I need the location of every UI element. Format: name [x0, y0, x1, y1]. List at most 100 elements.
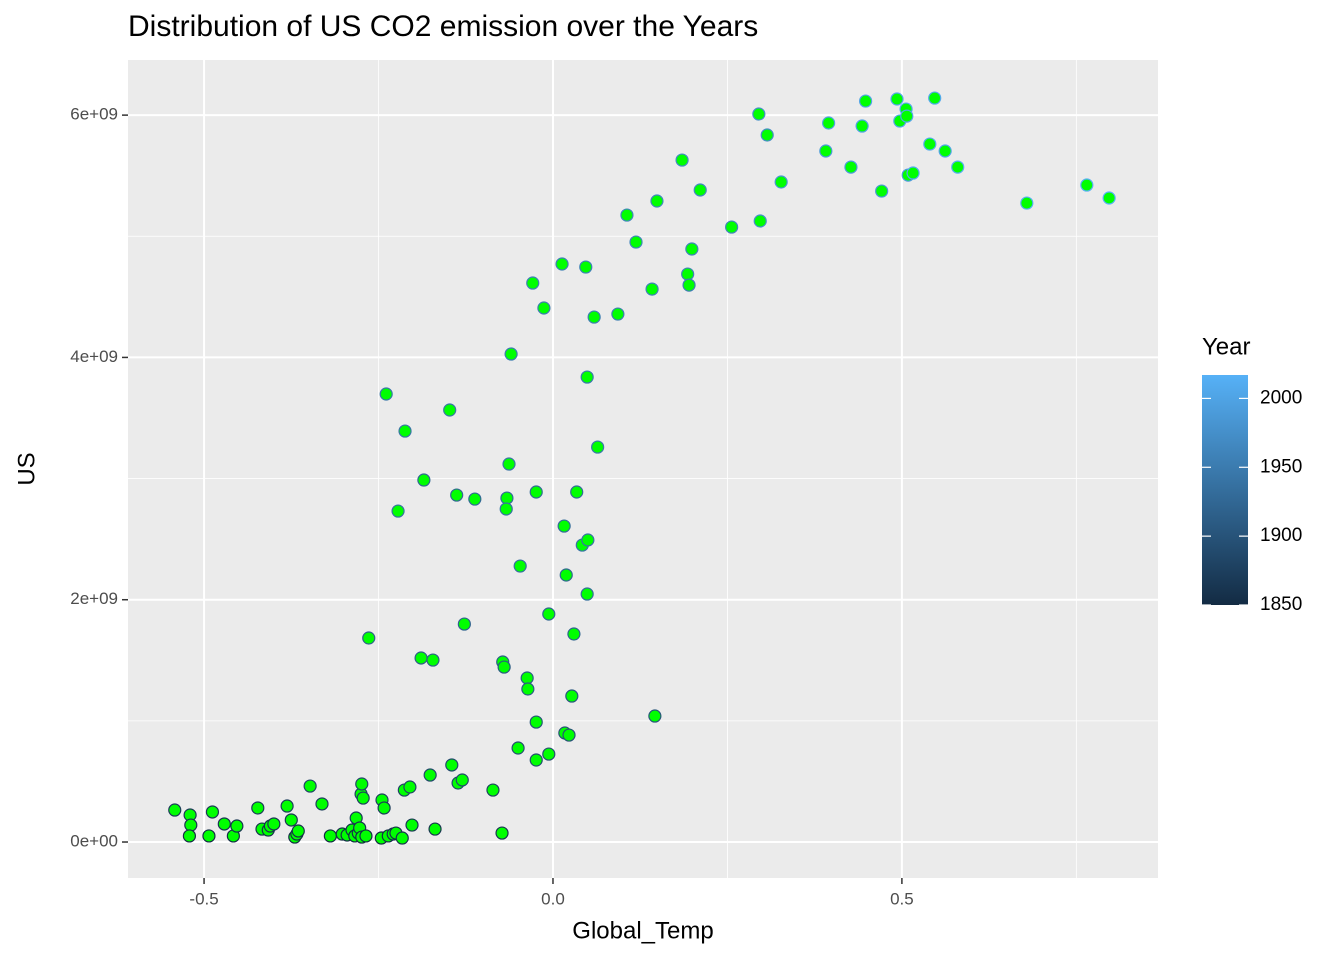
point [650, 194, 664, 208]
point [900, 109, 914, 123]
point [559, 568, 573, 582]
point [542, 747, 556, 761]
point [315, 797, 329, 811]
point [529, 715, 543, 729]
point [398, 424, 412, 438]
point [890, 92, 904, 106]
point [403, 780, 417, 794]
point [587, 310, 601, 324]
point [855, 119, 869, 133]
point [205, 805, 220, 819]
point [580, 587, 594, 601]
point [1102, 191, 1116, 205]
point [423, 768, 437, 782]
point [267, 817, 281, 831]
point [520, 671, 534, 685]
point [859, 94, 873, 108]
point [526, 276, 540, 290]
point [495, 826, 509, 840]
chart-title: Distribution of US CO2 emission over the… [128, 10, 758, 43]
point [906, 166, 920, 180]
point [685, 242, 699, 256]
point [565, 689, 579, 703]
point [580, 370, 594, 384]
point [303, 779, 317, 793]
y-tick-label: 0e+00 [70, 832, 118, 851]
y-tick-label: 4e+09 [70, 347, 118, 366]
point [725, 220, 739, 234]
point [504, 347, 518, 361]
point [1080, 178, 1094, 192]
point [529, 753, 543, 767]
point [1020, 196, 1034, 210]
point [428, 822, 442, 836]
point [184, 818, 198, 832]
point [822, 116, 836, 130]
x-axis-title: Global_Temp [572, 917, 713, 944]
point [774, 175, 788, 189]
point [682, 278, 696, 292]
point [819, 144, 833, 158]
point [202, 829, 216, 843]
point [529, 485, 543, 499]
point [693, 183, 707, 197]
point [562, 728, 576, 742]
y-tick-label: 6e+09 [70, 105, 118, 124]
point [405, 818, 419, 832]
point [648, 709, 662, 723]
point [579, 260, 593, 274]
point [217, 817, 231, 831]
point [280, 799, 294, 813]
point [951, 160, 965, 174]
legend-title: Year [1202, 333, 1251, 360]
point [395, 831, 409, 845]
x-tick-label: 0.0 [541, 889, 565, 908]
point [450, 488, 464, 502]
point [455, 773, 469, 787]
point [513, 559, 527, 573]
point [356, 791, 370, 805]
point [923, 137, 937, 151]
colorbar-label: 1900 [1260, 525, 1302, 546]
point [542, 607, 556, 621]
colorbar [1202, 375, 1248, 605]
point [611, 307, 625, 321]
x-tick-label: -0.5 [189, 889, 218, 908]
colorbar-label: 1850 [1260, 594, 1302, 615]
point [497, 660, 511, 674]
point [379, 387, 393, 401]
point [362, 631, 376, 645]
point [555, 257, 569, 271]
point [591, 440, 605, 454]
y-tick-label: 2e+09 [70, 589, 118, 608]
point [581, 533, 595, 547]
point [760, 128, 774, 142]
point [645, 282, 659, 296]
point [291, 824, 305, 838]
point [620, 208, 634, 222]
point [875, 184, 889, 198]
point [417, 473, 431, 487]
point [753, 214, 767, 228]
point [168, 803, 182, 817]
point [844, 160, 858, 174]
panel [128, 60, 1158, 878]
point [675, 153, 689, 167]
x-tick-label: 0.5 [890, 889, 914, 908]
point [557, 519, 571, 533]
point [521, 682, 535, 696]
point [377, 801, 391, 815]
point [629, 235, 643, 249]
point [511, 741, 525, 755]
point [391, 504, 405, 518]
point [486, 783, 500, 797]
point [570, 485, 584, 499]
point [445, 758, 459, 772]
point [359, 829, 373, 843]
point [355, 777, 369, 791]
point [928, 91, 942, 105]
y-axis-title: US [13, 452, 40, 485]
point [230, 819, 244, 833]
